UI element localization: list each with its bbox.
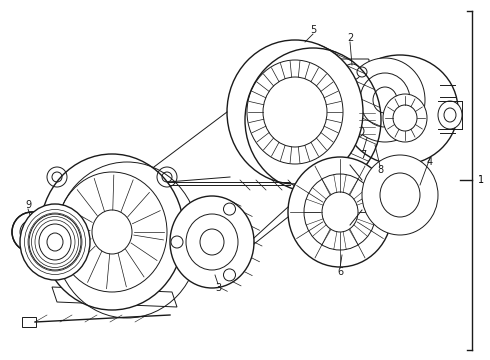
Ellipse shape xyxy=(357,67,367,77)
Ellipse shape xyxy=(263,77,327,147)
Text: 2: 2 xyxy=(347,33,353,43)
Ellipse shape xyxy=(393,105,417,131)
Ellipse shape xyxy=(444,108,456,122)
Bar xyxy=(358,106,376,138)
Text: 8: 8 xyxy=(377,165,383,175)
Ellipse shape xyxy=(227,40,363,184)
Ellipse shape xyxy=(39,224,71,260)
Ellipse shape xyxy=(388,196,408,228)
Ellipse shape xyxy=(322,192,358,232)
Text: 6: 6 xyxy=(337,267,343,277)
Ellipse shape xyxy=(373,87,397,113)
Text: 7: 7 xyxy=(360,150,366,160)
Ellipse shape xyxy=(29,214,81,270)
Ellipse shape xyxy=(350,125,364,137)
Ellipse shape xyxy=(343,64,361,80)
Text: 9: 9 xyxy=(25,200,31,210)
Ellipse shape xyxy=(200,229,224,255)
Ellipse shape xyxy=(92,210,132,254)
Ellipse shape xyxy=(20,204,90,280)
Ellipse shape xyxy=(398,202,412,222)
Ellipse shape xyxy=(360,73,410,127)
Ellipse shape xyxy=(288,157,392,267)
Ellipse shape xyxy=(247,60,343,164)
Ellipse shape xyxy=(304,174,376,250)
Text: 3: 3 xyxy=(215,283,221,293)
Circle shape xyxy=(27,227,37,237)
Ellipse shape xyxy=(380,173,420,217)
Text: 4: 4 xyxy=(427,157,433,167)
Ellipse shape xyxy=(40,154,184,310)
Bar xyxy=(345,122,370,140)
Polygon shape xyxy=(52,287,177,307)
Ellipse shape xyxy=(47,233,63,251)
FancyBboxPatch shape xyxy=(339,59,369,83)
Text: 1: 1 xyxy=(478,175,484,185)
Ellipse shape xyxy=(57,172,167,292)
Ellipse shape xyxy=(170,196,254,288)
Ellipse shape xyxy=(362,155,438,235)
Ellipse shape xyxy=(345,58,425,142)
Ellipse shape xyxy=(438,101,462,129)
Ellipse shape xyxy=(383,94,427,142)
Ellipse shape xyxy=(186,214,238,270)
Bar xyxy=(22,317,36,327)
Text: 5: 5 xyxy=(310,25,316,35)
Ellipse shape xyxy=(342,55,458,165)
